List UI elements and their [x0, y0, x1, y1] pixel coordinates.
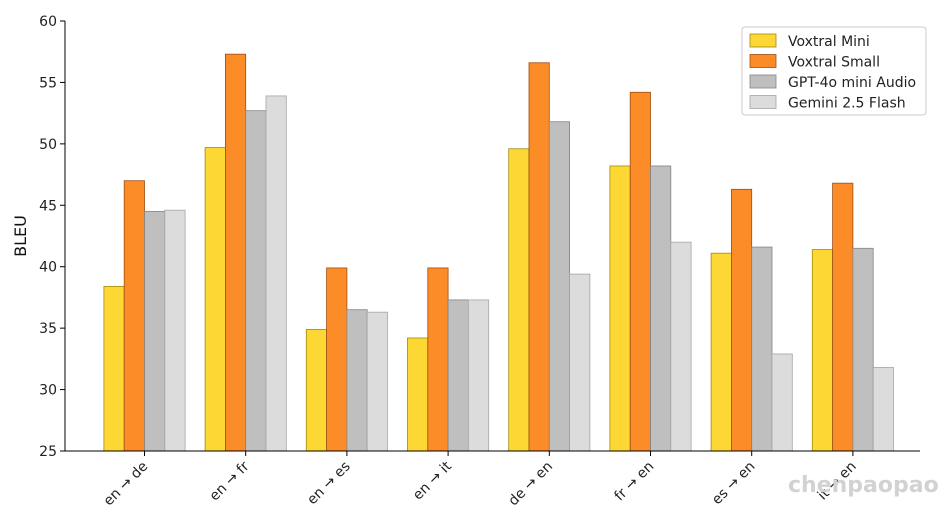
bar-gpt-4o-mini-audio-6	[751, 246, 773, 452]
x-tick-label: en → fr	[207, 458, 253, 504]
bar-voxtral-mini-1	[204, 147, 226, 452]
x-tick-label: fr → en	[611, 459, 657, 505]
bar-gpt-4o-mini-audio-3	[447, 299, 469, 452]
legend: Voxtral Mini Voxtral Small GPT-4o mini Aud…	[741, 26, 927, 116]
bar-voxtral-small-1	[224, 53, 247, 452]
bar-voxtral-small-7	[832, 182, 854, 452]
bar-gpt-4o-mini-audio-4	[548, 121, 570, 452]
bar-gpt-4o-mini-audio-0	[144, 211, 166, 452]
bar-gpt-4o-mini-audio-7	[852, 247, 874, 452]
legend-box	[741, 26, 927, 116]
y-tick-label: 55	[39, 75, 57, 91]
y-tick-label: 60	[39, 14, 57, 30]
bar-gemini-2-5-flash-2	[366, 311, 388, 452]
legend-swatch	[749, 33, 777, 48]
x-tick-label: en → es	[304, 459, 354, 509]
bar-voxtral-mini-0	[103, 285, 125, 452]
bar-voxtral-mini-2	[305, 328, 327, 452]
bar-gemini-2-5-flash-4	[569, 273, 591, 452]
legend-swatch	[749, 54, 777, 68]
bar-gemini-2-5-flash-7	[872, 367, 894, 452]
bar-voxtral-small-0	[123, 180, 145, 452]
legend-swatch	[749, 95, 777, 109]
bar-voxtral-mini-5	[609, 165, 631, 452]
x-tick-label: en → de	[101, 459, 152, 510]
x-tick-label: de → en	[505, 459, 556, 510]
bar-voxtral-mini-4	[508, 148, 530, 452]
bar-voxtral-small-5	[629, 91, 651, 452]
legend-label: Voxtral Small	[788, 55, 880, 71]
bar-gpt-4o-mini-audio-2	[346, 309, 368, 452]
bar-voxtral-mini-6	[710, 252, 732, 452]
bar-gemini-2-5-flash-0	[164, 209, 186, 452]
bars-group	[103, 53, 894, 452]
legend-swatch	[749, 74, 777, 89]
y-tick-label: 45	[39, 198, 57, 214]
x-tick-label: es → en	[709, 459, 759, 509]
y-tick-label: 30	[39, 383, 57, 399]
bar-voxtral-mini-3	[407, 337, 429, 452]
bar-voxtral-small-4	[528, 62, 550, 452]
y-tick-label: 25	[39, 444, 57, 460]
bar-gpt-4o-mini-audio-1	[245, 110, 267, 452]
bar-voxtral-mini-7	[811, 249, 833, 452]
watermark-text: chenpaopao	[788, 473, 939, 498]
legend-label: Voxtral Mini	[788, 34, 870, 50]
bar-voxtral-small-6	[731, 188, 753, 452]
bar-voxtral-small-3	[427, 267, 449, 452]
y-tick-label: 50	[39, 137, 57, 153]
y-axis-label: BLEU	[11, 215, 30, 257]
bar-voxtral-small-2	[326, 267, 348, 452]
bar-gemini-2-5-flash-1	[265, 95, 287, 452]
bar-gemini-2-5-flash-6	[771, 353, 793, 452]
legend-label: GPT-4o mini Audio	[788, 75, 916, 91]
bar-gpt-4o-mini-audio-5	[650, 165, 672, 452]
y-tick-label: 40	[39, 260, 57, 276]
bar-gemini-2-5-flash-5	[670, 241, 692, 452]
bar-gemini-2-5-flash-3	[467, 299, 490, 452]
legend-label: Gemini 2.5 Flash	[788, 96, 906, 112]
x-tick-label: en → it	[410, 458, 455, 503]
y-tick-label: 35	[39, 321, 57, 337]
